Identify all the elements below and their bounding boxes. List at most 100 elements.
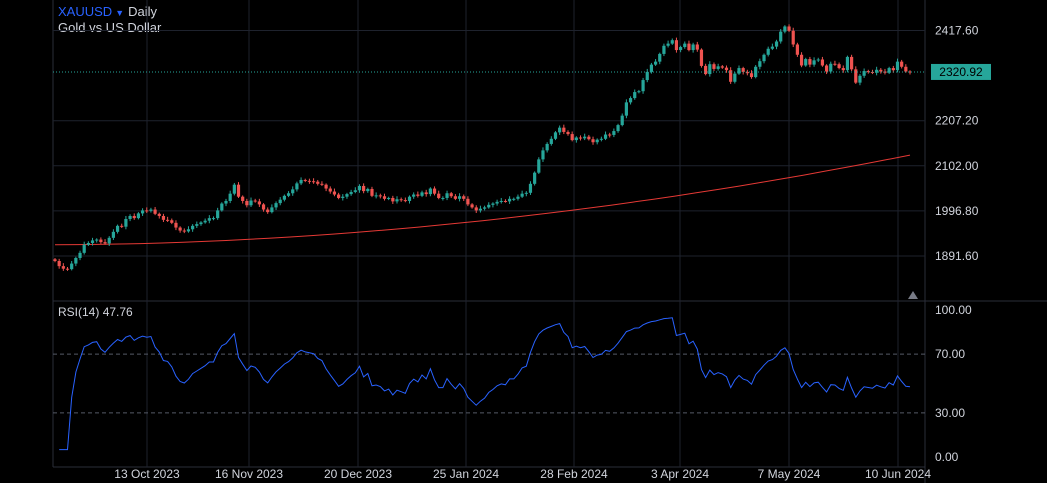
candle: [274, 201, 278, 210]
candle: [437, 190, 441, 200]
candle: [674, 37, 679, 53]
candle-body: [566, 131, 570, 135]
candle-body: [595, 139, 599, 143]
candle: [78, 250, 82, 261]
symbol-label[interactable]: XAUUSD: [58, 4, 113, 19]
candle: [316, 179, 320, 186]
candle: [303, 178, 307, 183]
candle: [195, 221, 199, 228]
candle: [432, 186, 437, 196]
candle: [679, 45, 683, 53]
candle-body: [241, 196, 245, 201]
chart-title[interactable]: XAUUSD ▼ Daily: [58, 4, 157, 21]
candle: [136, 212, 141, 220]
candle-body: [316, 181, 320, 184]
candle: [445, 190, 449, 201]
candle: [124, 215, 128, 230]
date-tick-label: 10 Jun 2024: [865, 467, 931, 481]
candle: [191, 224, 195, 232]
candle-body: [820, 59, 825, 66]
candle: [253, 198, 257, 203]
candle-body: [612, 131, 616, 135]
candle-body: [499, 200, 503, 202]
candle-body: [799, 54, 804, 66]
candle-body: [562, 127, 566, 132]
candle: [599, 136, 603, 142]
candle-body: [724, 67, 729, 71]
x-gridlines: [146, 0, 899, 467]
price-tick-label: 1891.60: [935, 249, 979, 263]
candle: [362, 183, 366, 194]
candle-body: [558, 127, 562, 133]
candle-body: [428, 188, 432, 195]
candle: [566, 130, 570, 136]
rsi-tick-label: 70.00: [935, 347, 965, 361]
candle: [762, 53, 766, 64]
candle-body: [712, 64, 716, 69]
candle-body: [353, 190, 357, 192]
candle: [140, 208, 145, 216]
timeframe-label[interactable]: Daily: [128, 4, 158, 19]
candle-body: [891, 68, 895, 71]
candle-body: [503, 200, 508, 202]
candle: [666, 40, 670, 48]
candle-body: [695, 44, 699, 50]
candle: [549, 136, 553, 146]
candle-body: [666, 43, 670, 46]
candle-body: [574, 137, 578, 141]
candle-body: [82, 244, 86, 253]
candle-body: [470, 204, 474, 208]
candle-body: [449, 193, 453, 197]
candle: [420, 190, 424, 198]
candle-body: [332, 191, 337, 195]
candle: [228, 190, 232, 204]
candle-body: [299, 179, 303, 184]
candle: [332, 188, 337, 197]
symbol-dropdown-icon[interactable]: ▼: [115, 8, 125, 18]
candle: [733, 71, 737, 84]
candle: [378, 193, 382, 199]
candle-body: [441, 197, 445, 199]
candle: [533, 171, 537, 186]
candle: [357, 184, 362, 193]
candle: [553, 131, 558, 141]
candle-body: [687, 43, 691, 51]
candle: [612, 128, 616, 138]
candle-body: [53, 259, 57, 261]
candle: [850, 54, 854, 72]
candle-body: [245, 200, 249, 206]
candle: [111, 229, 115, 240]
candle-body: [808, 59, 812, 65]
price-tick-label: 2207.20: [935, 114, 979, 128]
candle-body: [378, 195, 382, 197]
candle-body: [603, 134, 608, 139]
candle-body: [908, 71, 912, 73]
candle: [470, 203, 474, 209]
candle: [211, 216, 216, 221]
candle: [128, 214, 132, 222]
candle: [624, 99, 628, 119]
instrument-description: Gold vs US Dollar: [58, 20, 162, 35]
candle: [387, 196, 391, 201]
candle-body: [457, 196, 462, 199]
candle: [812, 57, 816, 67]
candle: [799, 52, 804, 68]
candle-body: [90, 240, 95, 243]
candle: [328, 186, 332, 194]
candle-body: [120, 225, 124, 227]
candle: [879, 68, 883, 74]
candle: [716, 63, 720, 71]
candle-body: [845, 56, 850, 71]
candle-body: [512, 198, 516, 200]
candle-body: [282, 195, 286, 200]
candle: [407, 195, 412, 204]
candle-body: [733, 73, 737, 82]
candle-body: [161, 215, 166, 220]
date-tick-label: 16 Nov 2023: [215, 467, 283, 481]
candle: [708, 61, 712, 77]
candle-body: [307, 180, 312, 182]
candle: [795, 42, 799, 57]
candle-body: [257, 201, 261, 205]
candle-body: [662, 45, 666, 54]
